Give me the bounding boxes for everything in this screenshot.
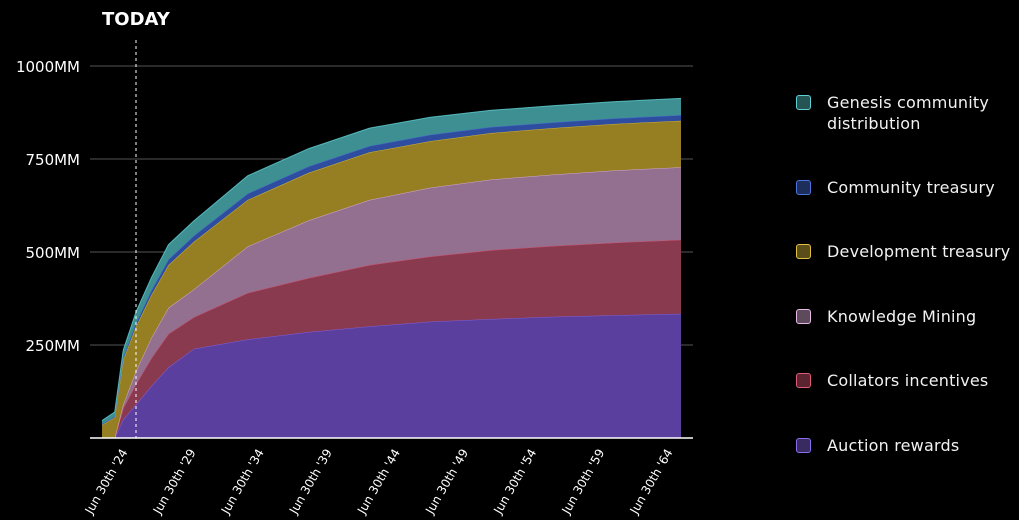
area-series-auction-rewards <box>102 313 681 438</box>
x-tick-label: Jun 30th '44 <box>354 447 403 518</box>
y-tick-label: 1000MM <box>16 58 80 76</box>
legend-item-genesis-community-distribution: Genesis community distribution <box>796 92 1012 134</box>
legend-swatch <box>796 309 811 324</box>
area-series-development-treasury <box>102 120 681 438</box>
legend-item-auction-rewards: Auction rewards <box>796 435 959 456</box>
legend-item-collators-incentives: Collators incentives <box>796 370 988 391</box>
legend-swatch <box>796 180 811 195</box>
legend-label: Knowledge Mining <box>827 307 977 326</box>
legend-item-community-treasury: Community treasury <box>796 177 995 198</box>
x-tick-label: Jun 30th '59 <box>559 447 608 518</box>
legend-swatch <box>796 438 811 453</box>
legend-swatch <box>796 244 811 259</box>
chart-legend: Genesis community distribution Community … <box>796 0 1019 520</box>
legend-item-development-treasury: Development treasury <box>796 241 1010 262</box>
x-tick-label: Jun 30th '24 <box>82 447 131 518</box>
area-series-collators-incentives <box>102 239 681 438</box>
legend-label: Collators incentives <box>827 371 989 390</box>
area-series-knowledge-mining <box>102 167 681 438</box>
y-tick-label: 500MM <box>25 244 80 262</box>
legend-label: Genesis community distribution <box>827 93 990 133</box>
x-tick-label: Jun 30th '54 <box>490 447 539 518</box>
legend-label: Development treasury <box>827 242 1011 261</box>
legend-item-knowledge-mining: Knowledge Mining <box>796 306 976 327</box>
area-series-genesis-community-distribution <box>102 98 681 425</box>
area-series-edge <box>101 97 682 421</box>
today-label: TODAY <box>102 9 171 30</box>
x-tick-label: Jun 30th '49 <box>422 447 471 518</box>
x-tick-label: Jun 30th '39 <box>286 447 335 518</box>
legend-label: Community treasury <box>827 178 995 197</box>
legend-swatch <box>796 373 811 388</box>
y-tick-label: 750MM <box>25 151 80 169</box>
x-tick-label: Jun 30th '34 <box>218 447 267 518</box>
legend-label: Auction rewards <box>827 436 960 455</box>
legend-swatch <box>796 95 811 110</box>
stacked-area-chart: 250MM 500MM 750MM 1000MM Jun 30th '24 Jun 30t… <box>16 9 693 518</box>
x-tick-label: Jun 30th '64 <box>627 447 676 518</box>
x-tick-label: Jun 30th '29 <box>150 447 199 518</box>
y-tick-label: 250MM <box>25 337 80 355</box>
